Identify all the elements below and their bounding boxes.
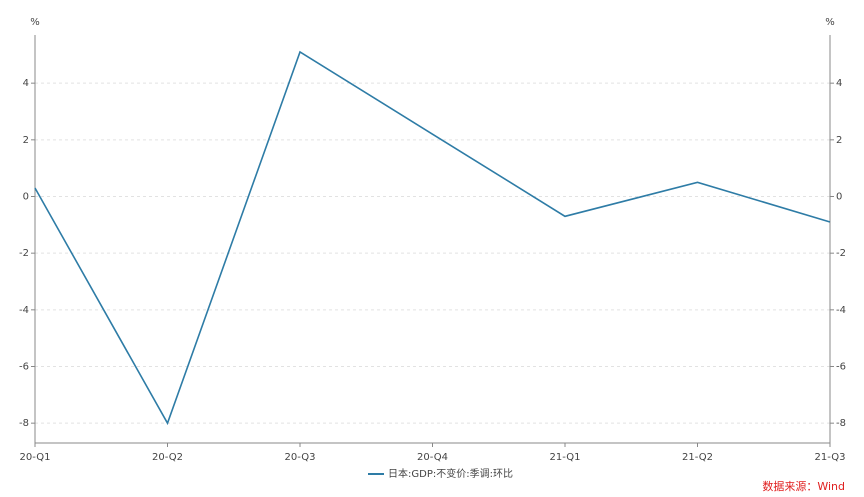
x-tick-label: 20-Q3	[285, 452, 316, 463]
x-tick-label: 20-Q1	[20, 452, 51, 463]
y-tick-label: 2	[23, 135, 29, 146]
y2-tick-label: 0	[836, 192, 842, 203]
y-tick-label: -4	[19, 305, 29, 316]
line	[34, 50, 831, 426]
y2-tick-label: -6	[836, 362, 846, 373]
y2-tick-label: -8	[836, 418, 846, 429]
y2-tick-label: 2	[836, 135, 842, 146]
x-tick-label: 20-Q2	[152, 452, 183, 463]
y2-tick-label: 4	[836, 78, 842, 89]
y2-tick-label: -2	[836, 248, 846, 259]
y-tick-label: 0	[23, 192, 29, 203]
y-unit-left: %	[30, 17, 40, 28]
y-tick-label: -8	[19, 418, 29, 429]
y2-tick-label: -4	[836, 305, 846, 316]
y-unit-right: %	[825, 17, 835, 28]
y-tick-label: -6	[19, 362, 29, 373]
x-tick-label: 21-Q1	[550, 452, 581, 463]
x-tick-label: 21-Q3	[815, 452, 846, 463]
y-tick-label: 4	[23, 78, 29, 89]
x-tick-label: 20-Q4	[417, 452, 448, 463]
source: 数据来源：Wind	[762, 479, 845, 493]
x-tick-label: 21-Q2	[682, 452, 713, 463]
legend-label: 日本:GDP:不变价:季调:环比	[388, 467, 513, 480]
y-tick-label: -2	[19, 248, 29, 259]
